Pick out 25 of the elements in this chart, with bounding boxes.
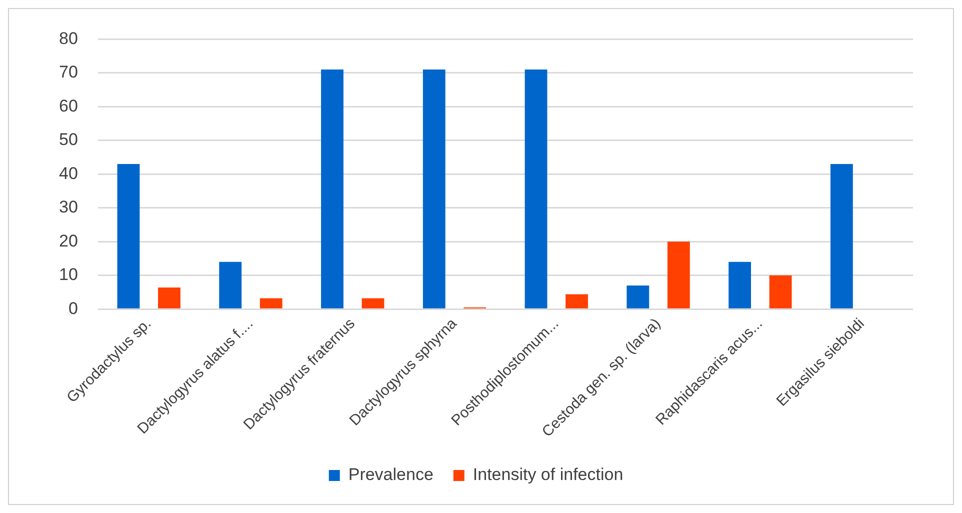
bar	[117, 164, 140, 308]
y-tick-label: 80	[58, 28, 78, 48]
y-tick-label: 30	[58, 198, 78, 217]
bar	[728, 262, 751, 308]
y-tick-label: 0	[68, 298, 78, 318]
bar	[362, 298, 384, 308]
bar	[524, 70, 548, 308]
legend-label: Prevalence	[348, 465, 434, 484]
bar	[769, 275, 792, 308]
bar	[321, 70, 344, 308]
bar	[626, 285, 650, 308]
bar	[219, 262, 242, 308]
bar	[260, 298, 282, 308]
y-tick-label: 40	[58, 164, 78, 183]
bar	[830, 164, 853, 308]
legend-label: Intensity of infection	[472, 465, 624, 484]
y-tick-label: 70	[58, 62, 78, 82]
bar	[158, 287, 180, 308]
y-tick-label: 20	[58, 231, 78, 250]
y-tick-label: 10	[58, 265, 78, 284]
bar	[566, 294, 588, 308]
y-tick-label: 50	[58, 130, 78, 150]
bar	[667, 242, 690, 308]
bar	[422, 70, 446, 308]
y-tick-label: 60	[58, 96, 78, 116]
